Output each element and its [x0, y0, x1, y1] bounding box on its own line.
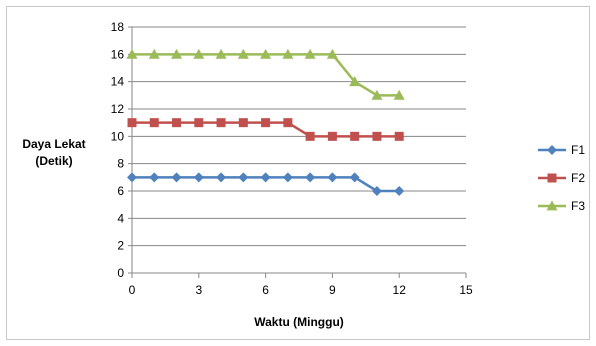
data-point-f1: [371, 186, 382, 196]
data-point-f2: [350, 131, 360, 141]
y-tick-label: 6: [117, 184, 124, 198]
y-axis-title-line-1: Daya Lekat: [22, 137, 85, 151]
data-point-f3: [371, 89, 383, 100]
legend-label-f1: F1: [571, 143, 585, 157]
data-point-f1: [238, 172, 249, 183]
y-axis-title-line-2: (Detik): [35, 154, 72, 168]
x-tick-label: 0: [129, 283, 136, 297]
y-tick-label: 18: [111, 20, 125, 34]
series-group: [126, 48, 405, 196]
y-tick-labels: 0 2 4 6 8 10 12 14 16 18: [111, 20, 125, 280]
data-point-f2: [172, 118, 182, 128]
legend-marker-f1: [547, 145, 557, 155]
legend-label-f2: F2: [571, 171, 585, 185]
data-point-f2: [327, 131, 337, 141]
x-axis-title: Waktu (Minggu): [254, 315, 344, 329]
data-point-f3: [393, 89, 405, 100]
legend-marker-f2: [547, 173, 557, 183]
legend-item-f1: F1: [538, 143, 585, 157]
data-point-f1: [305, 172, 316, 183]
data-point-f3: [171, 48, 183, 59]
y-tick-label: 16: [111, 47, 125, 61]
data-point-f1: [193, 172, 204, 183]
data-point-f1: [260, 172, 271, 183]
y-tick-label: 10: [111, 129, 125, 143]
data-point-f3: [260, 48, 272, 59]
data-point-f3: [282, 48, 294, 59]
y-tick-label: 8: [117, 157, 124, 171]
x-tick-labels: 0 3 6 9 12 15: [129, 283, 473, 297]
data-point-f3: [349, 76, 361, 87]
data-point-f2: [194, 118, 204, 128]
data-point-f3: [326, 48, 338, 59]
data-point-f2: [394, 131, 404, 141]
data-point-f1: [171, 172, 182, 183]
data-point-f2: [238, 118, 248, 128]
x-tick-label: 3: [195, 283, 202, 297]
data-point-f1: [149, 172, 160, 183]
data-point-f3: [193, 48, 205, 59]
data-point-f2: [216, 118, 226, 128]
data-point-f1: [349, 172, 360, 183]
x-tick-label: 9: [329, 283, 336, 297]
data-point-f3: [148, 48, 160, 59]
data-point-f2: [305, 131, 315, 141]
data-point-f2: [372, 131, 382, 141]
legend-item-f2: F2: [538, 171, 585, 185]
series-line-f3: [132, 53, 400, 97]
x-tick-label: 12: [393, 283, 407, 297]
data-point-f3: [215, 48, 227, 59]
series-f3: [126, 48, 405, 100]
chart-frame: [6, 6, 590, 340]
data-point-f3: [237, 48, 249, 59]
legend-marker-f3: [546, 200, 558, 211]
data-point-f3: [126, 48, 138, 59]
x-tick-label: 15: [459, 283, 473, 297]
y-tick-label: 2: [117, 239, 124, 253]
y-tick-label: 14: [111, 75, 125, 89]
data-point-f2: [127, 118, 137, 128]
data-point-f1: [394, 186, 405, 196]
y-tick-label: 4: [117, 211, 124, 225]
series-f1: [127, 172, 405, 196]
y-tick-label: 12: [111, 102, 125, 116]
data-point-f2: [283, 118, 293, 128]
data-point-f3: [304, 48, 316, 59]
legend-label-f3: F3: [571, 199, 585, 213]
legend-item-f3: F3: [538, 199, 585, 213]
legend: F1 F2 F3: [538, 143, 585, 213]
x-tick-label: 6: [262, 283, 269, 297]
y-tick-label: 0: [117, 266, 124, 280]
gridlines: [132, 26, 466, 247]
data-point-f2: [261, 118, 271, 128]
series-f2: [127, 118, 404, 141]
data-point-f2: [149, 118, 159, 128]
data-point-f1: [327, 172, 338, 183]
data-point-f1: [127, 172, 137, 183]
data-point-f1: [216, 172, 227, 183]
axes: [128, 26, 467, 278]
data-point-f1: [282, 172, 293, 183]
